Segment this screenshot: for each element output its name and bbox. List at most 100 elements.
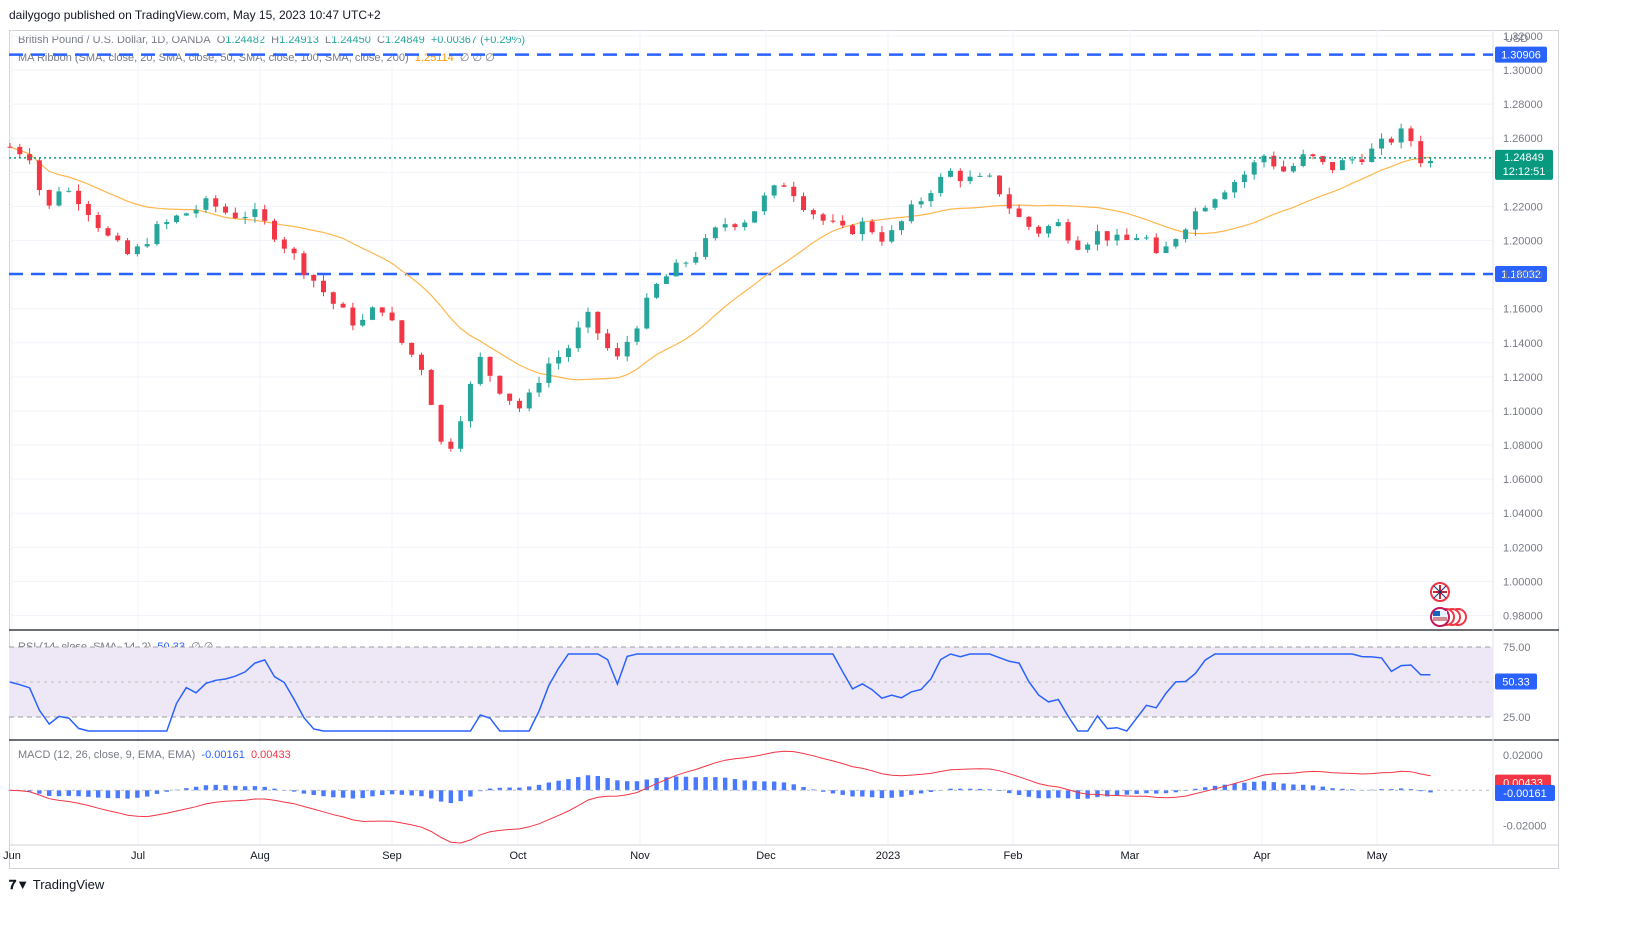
candle-up [673, 262, 679, 277]
y-tick-label: 1.14000 [1503, 338, 1543, 350]
candle-down [840, 220, 846, 226]
publish-caption: dailygogo published on TradingView.com, … [9, 8, 381, 22]
macd-bar [742, 780, 747, 791]
macd-bar [291, 790, 297, 792]
macd-bar [948, 788, 953, 791]
candle-down [36, 160, 42, 191]
macd-bar [811, 789, 816, 791]
macd-bar [1418, 790, 1423, 792]
candle-down [321, 280, 326, 293]
macd-bar [1398, 788, 1404, 791]
candle-down [399, 320, 405, 343]
ma-label[interactable]: MA Ribbon (SMA, close, 20, SMA, close, 5… [18, 52, 409, 64]
candle-up [546, 363, 552, 383]
open-label: O [216, 34, 226, 46]
y-tick-label: 1.08000 [1503, 440, 1543, 452]
candle-down [95, 215, 101, 229]
macd-bar [1252, 781, 1257, 791]
candle-down [879, 232, 885, 242]
candle-up [644, 297, 650, 329]
macd-bar [889, 790, 894, 798]
y-tick-label: 1.18000 [1503, 270, 1543, 282]
macd-bar [56, 790, 62, 797]
tv-logo-icon: 𝟕▼ [9, 877, 30, 892]
candles [7, 123, 1434, 452]
macd-bar [115, 790, 120, 799]
candle-up [908, 204, 914, 222]
y-tick-label: 1.22000 [1503, 201, 1543, 213]
y-tick-label: 1.04000 [1503, 508, 1543, 520]
macd-bar [693, 777, 698, 791]
candle-up [193, 209, 199, 214]
macd-bar [1320, 786, 1325, 791]
macd-bar [1232, 783, 1237, 791]
macd-bar [820, 790, 826, 792]
candle-up [1290, 165, 1296, 172]
candle-up [585, 311, 591, 328]
candle-up [1398, 128, 1404, 143]
macd-bar [1300, 784, 1306, 791]
macd-bar [350, 790, 356, 799]
macd-bar [497, 787, 503, 791]
macd-bar [860, 790, 865, 797]
candle-down [125, 240, 131, 255]
candle-up [1163, 246, 1169, 254]
macd-bar [1173, 790, 1179, 793]
macd-bar [781, 782, 787, 791]
macd-bar [722, 777, 728, 791]
candle-down [820, 214, 826, 221]
macd-bar [321, 790, 326, 797]
macd-legend-value: -0.00161 [201, 749, 245, 761]
candle-up [722, 224, 728, 228]
macd-bar [409, 790, 414, 796]
macd-bar [556, 780, 561, 791]
x-tick-label: Feb [1004, 850, 1023, 862]
x-tick-label: Oct [509, 850, 526, 862]
symbol-title[interactable]: British Pound / U.S. Dollar, 1D, OANDA [18, 34, 211, 46]
macd-value: -0.00161 [1503, 788, 1546, 800]
x-tick-label: Sep [382, 850, 402, 862]
candle-up [1261, 155, 1267, 163]
macd-bar [419, 790, 424, 797]
candle-down [1281, 166, 1287, 172]
macd-bar [233, 785, 238, 791]
candle-down [281, 239, 287, 249]
high-value: 1.24913 [279, 34, 319, 46]
macd-label[interactable]: MACD (12, 26, close, 9, EMA, EMA) [18, 749, 196, 761]
candle-down [1359, 159, 1365, 163]
x-tick-label: May [1367, 850, 1388, 862]
candle-up [134, 246, 140, 255]
ma-value: 1.25114 [414, 52, 454, 64]
macd-bar [566, 779, 571, 791]
candle-down [1006, 194, 1012, 209]
x-tick-label: Jun [3, 850, 21, 862]
macd-value-tag: -0.00161 [1495, 785, 1555, 802]
candle-down [1016, 208, 1022, 217]
candle-down [516, 400, 522, 409]
candle-down [301, 253, 307, 275]
tradingview-logo[interactable]: 𝟕▼ TradingView [9, 877, 104, 893]
candle-up [683, 262, 689, 264]
rsi-upper-label: 75.00 [1503, 642, 1531, 654]
candle-down [340, 303, 346, 308]
macd-bar [1056, 790, 1061, 798]
rsi-lower-label: 25.00 [1503, 712, 1531, 724]
candle-up [889, 230, 895, 242]
currency-label: USD [1505, 33, 1528, 45]
macd-bar [1036, 790, 1041, 799]
macd-bar [703, 777, 708, 791]
macd-tick-bottom: -0.02000 [1503, 820, 1546, 832]
macd-bar [977, 788, 983, 791]
y-tick-label: 1.28000 [1503, 99, 1543, 111]
macd-bar [154, 790, 160, 794]
x-tick-label: 2023 [876, 850, 900, 862]
macd-bar [605, 778, 610, 791]
macd-bar [507, 787, 512, 791]
macd-bar [331, 790, 336, 798]
candle-down [791, 186, 797, 197]
candle-down [996, 175, 1002, 195]
signal-legend-value: 0.00433 [250, 749, 291, 761]
candle-down [1271, 155, 1277, 167]
candle-down [428, 369, 434, 405]
